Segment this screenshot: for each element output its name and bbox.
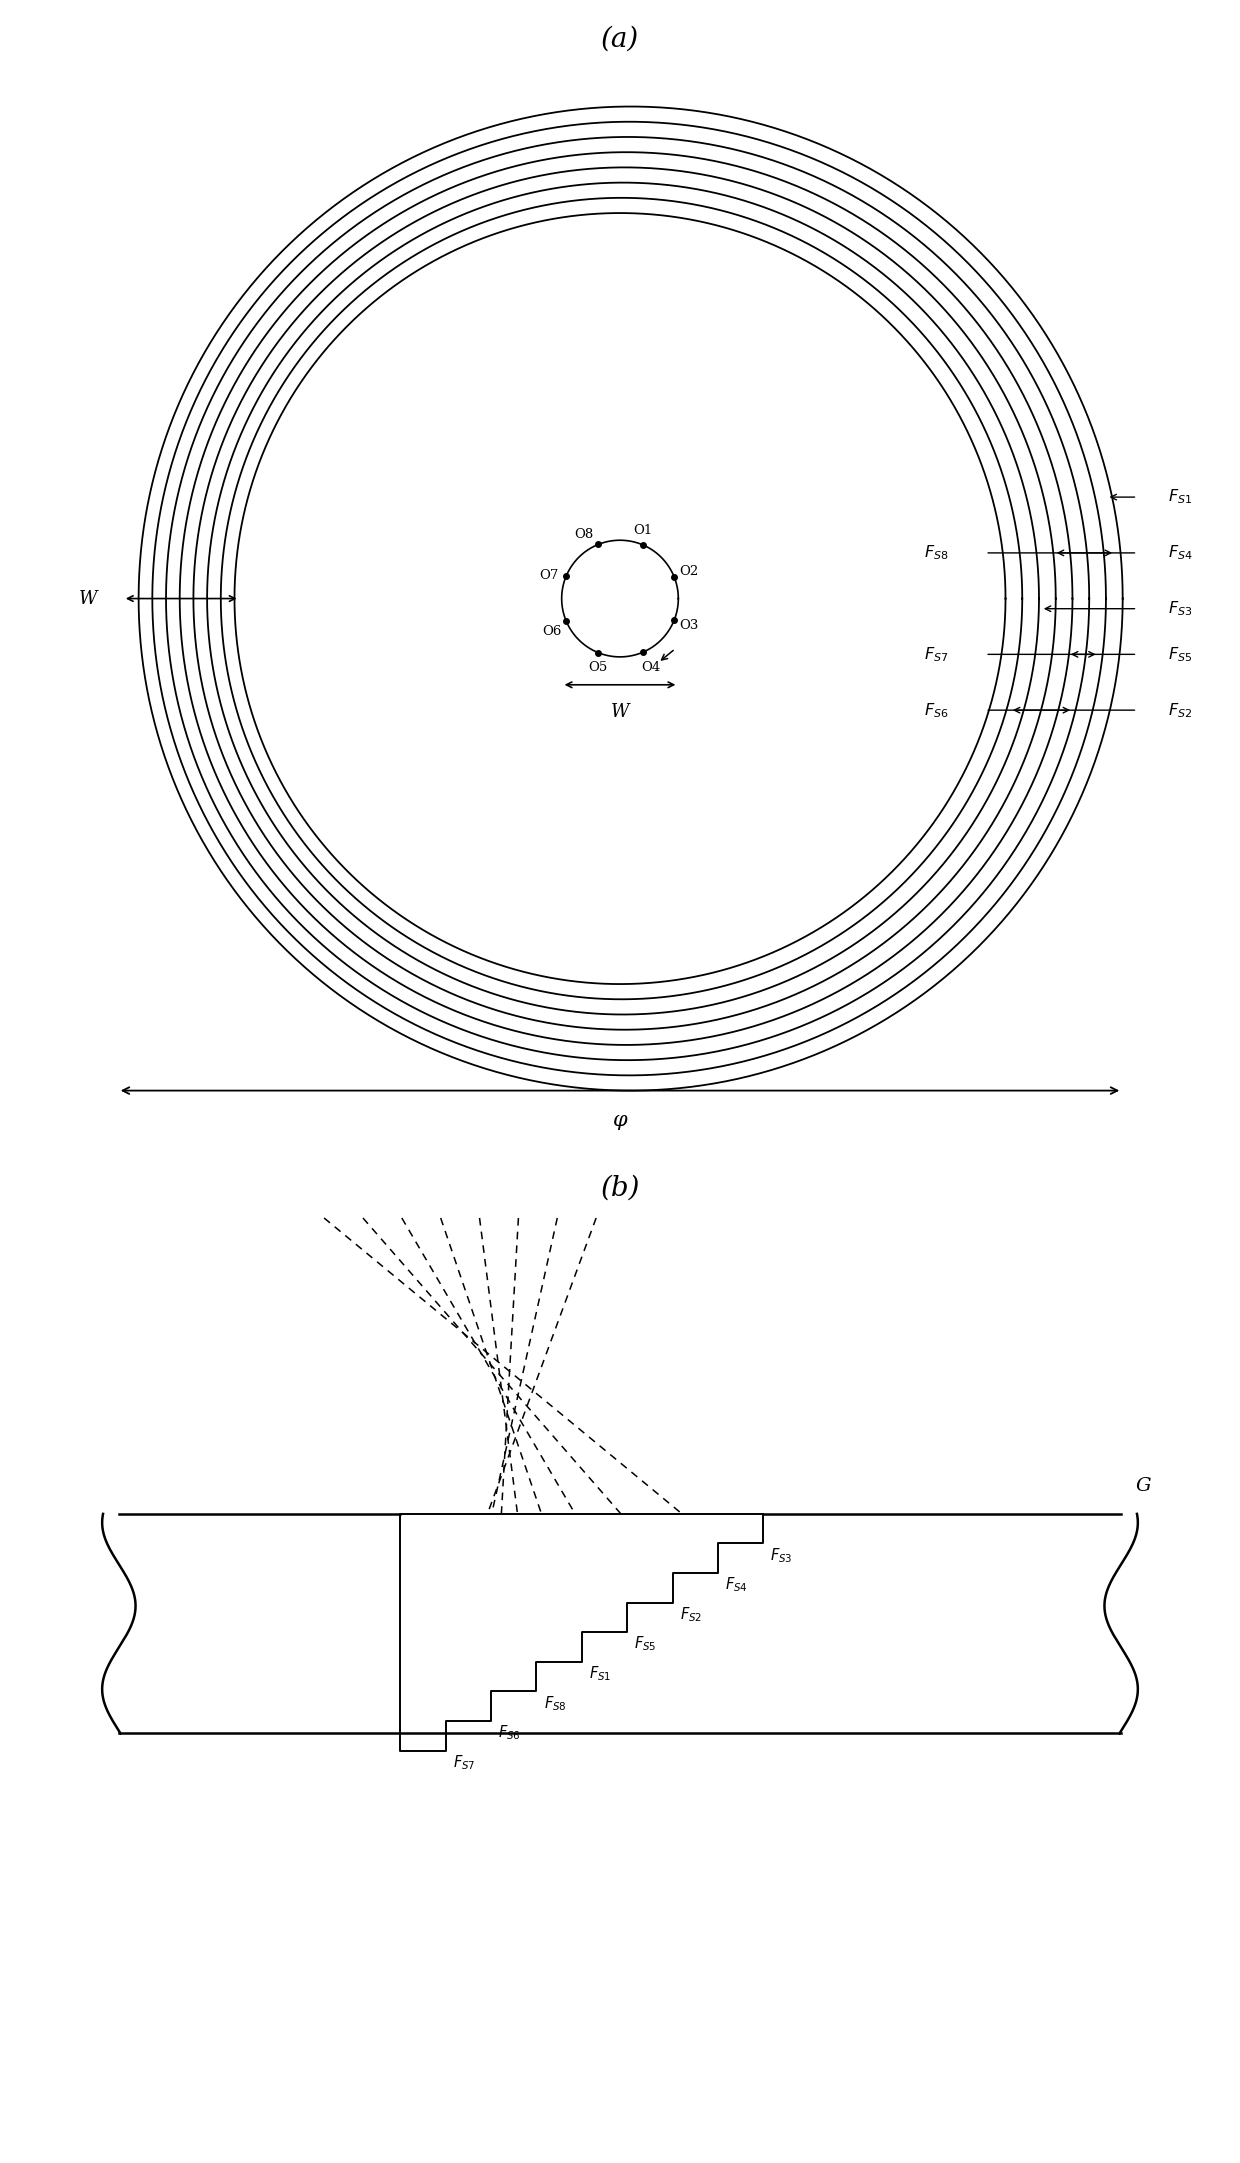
Text: O2: O2: [680, 565, 699, 578]
Text: W: W: [79, 590, 98, 608]
Text: $F_{S5}$: $F_{S5}$: [1168, 645, 1192, 664]
Text: $F_{S2}$: $F_{S2}$: [1168, 701, 1192, 720]
Text: $F_{S1}$: $F_{S1}$: [589, 1663, 611, 1683]
Text: O7: O7: [539, 569, 558, 582]
Text: $F_{S8}$: $F_{S8}$: [924, 543, 949, 562]
Text: O8: O8: [574, 528, 594, 541]
Text: G: G: [1136, 1477, 1151, 1495]
Polygon shape: [119, 1514, 1121, 1733]
Text: $F_{S7}$: $F_{S7}$: [453, 1752, 475, 1771]
Text: $F_{S7}$: $F_{S7}$: [924, 645, 949, 664]
Text: $F_{S8}$: $F_{S8}$: [543, 1694, 567, 1713]
Text: $F_{S6}$: $F_{S6}$: [924, 701, 949, 720]
Text: O1: O1: [634, 523, 652, 536]
Text: (a): (a): [601, 26, 639, 52]
Text: $F_{S3}$: $F_{S3}$: [1168, 599, 1193, 619]
Text: $F_{S3}$: $F_{S3}$: [770, 1547, 792, 1564]
Text: $F_{S2}$: $F_{S2}$: [680, 1605, 702, 1624]
Text: $F_{S5}$: $F_{S5}$: [635, 1635, 657, 1653]
Text: φ: φ: [613, 1112, 627, 1129]
Text: O4: O4: [641, 662, 660, 675]
Text: $F_{S4}$: $F_{S4}$: [1168, 543, 1193, 562]
Text: $F_{S1}$: $F_{S1}$: [1168, 489, 1192, 506]
Text: W: W: [611, 703, 629, 720]
Polygon shape: [401, 1514, 763, 1750]
Text: O3: O3: [680, 619, 699, 632]
Text: O5: O5: [589, 662, 608, 675]
Text: (b): (b): [600, 1175, 640, 1203]
Text: $F_{S6}$: $F_{S6}$: [498, 1724, 521, 1741]
Text: O6: O6: [542, 625, 562, 638]
Text: $F_{S4}$: $F_{S4}$: [725, 1575, 748, 1594]
